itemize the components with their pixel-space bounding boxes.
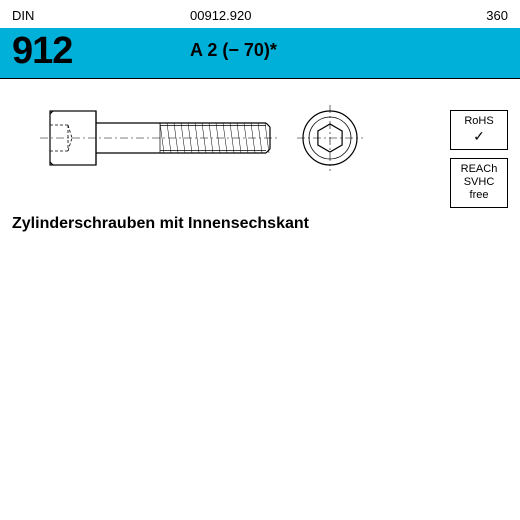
technical-diagram (0, 78, 520, 208)
din-number: 912 (12, 30, 72, 73)
product-spec-card: DIN 00912.920 360 912 A 2 (− 70)* RoHS ✓… (0, 0, 520, 520)
material-spec: A 2 (− 70)* (190, 40, 277, 61)
reach-line1: REACh (457, 163, 501, 176)
reach-line3: free (457, 189, 501, 202)
page-ref: 360 (486, 8, 508, 23)
header-band: 912 A 2 (− 70)* (0, 28, 520, 79)
check-icon: ✓ (457, 128, 501, 145)
rohs-badge: RoHS ✓ (450, 110, 508, 150)
product-description: Zylinderschrauben mit Innensechskant (12, 215, 309, 233)
reach-badge: REACh SVHC free (450, 158, 508, 208)
part-number: 00912.920 (190, 8, 251, 23)
rohs-label: RoHS (457, 115, 501, 128)
reach-line2: SVHC (457, 176, 501, 189)
standard-label: DIN (12, 8, 34, 23)
header-top-row: DIN 00912.920 360 (0, 8, 520, 29)
